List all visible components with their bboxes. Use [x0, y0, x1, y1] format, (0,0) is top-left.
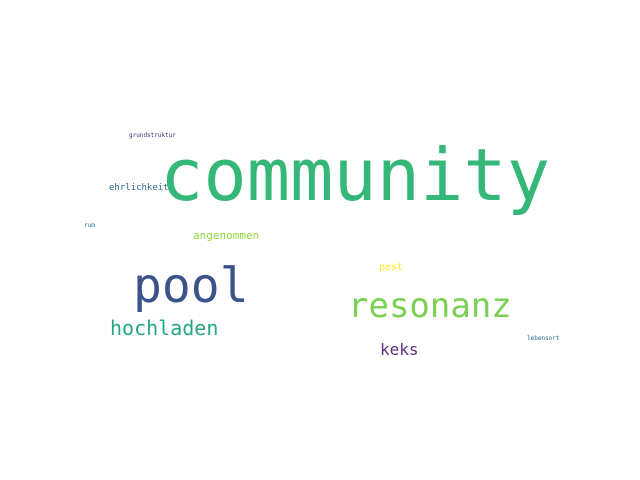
word-community: community: [160, 133, 551, 217]
word-resonanz: resonanz: [348, 286, 512, 326]
word-rum: rum: [84, 222, 95, 229]
word-lebensort: lebensort: [527, 335, 560, 342]
word-ehrlichkeit: ehrlichkeit: [109, 183, 169, 193]
word-pool: pool: [133, 258, 249, 314]
word-angenommen: angenommen: [193, 229, 260, 242]
word-pest: pest: [379, 262, 404, 273]
word-hochladen: hochladen: [110, 316, 219, 340]
word-grundstruktur: grundstruktur: [129, 132, 176, 139]
word-keks: keks: [380, 340, 419, 359]
